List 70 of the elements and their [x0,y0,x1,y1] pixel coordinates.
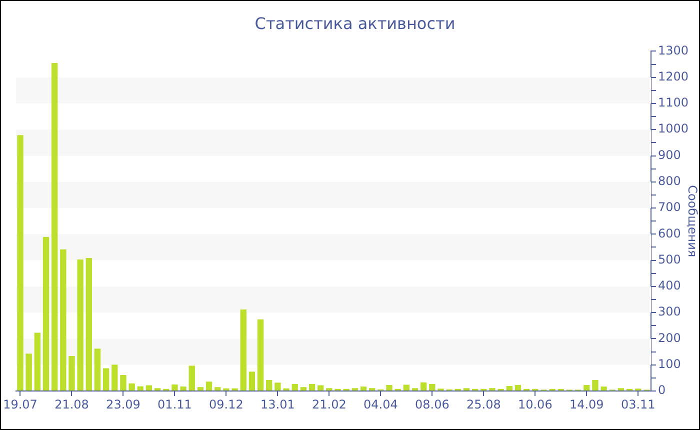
bar [60,249,66,390]
bar [17,135,24,390]
bar [172,384,178,390]
bar [584,384,590,390]
bar [128,383,135,390]
bar [600,386,607,390]
x-tick-label: 21.02 [312,397,346,412]
x-tick-label: 19.07 [3,397,38,412]
x-tick-label: 25.08 [466,397,501,412]
x-tick-label: 04.04 [363,397,398,412]
bar [300,387,307,390]
x-tick-label: 14.09 [569,397,604,412]
y-tick-label: 1000 [658,122,689,136]
bar [146,385,152,390]
bar [188,366,195,390]
bar [386,384,392,390]
y-tick-label: 800 [658,174,681,188]
y-tick-label: 900 [658,148,681,162]
x-tick-label: 03.11 [620,397,656,412]
chart-title: Статистика активности [254,14,456,33]
y-tick-label: 100 [658,356,681,371]
y-tick-label: 200 [658,330,681,345]
bar [180,386,186,390]
x-tick-label: 21.08 [54,397,89,412]
bar [248,372,256,390]
bar [68,356,75,390]
y-tick-label: 600 [658,226,681,240]
bar [137,386,144,390]
x-tick-label: 23.09 [106,397,140,412]
bar [26,354,32,390]
x-tick-label: 08.06 [414,397,450,412]
bar [240,309,246,390]
bar [94,348,101,390]
bar [429,384,436,390]
bar [120,375,126,390]
bar [86,258,92,390]
y-tick-label: 700 [658,200,681,214]
y-tick-label: 1100 [658,96,689,110]
y-axis-title: Сообщения [686,185,700,258]
bar [360,386,367,390]
bar [318,385,324,390]
x-tick-label: 09.12 [209,397,244,412]
y-tick-label: 400 [658,278,681,293]
bar [506,386,512,390]
y-tick-label: 300 [658,304,681,319]
bar [266,380,272,390]
y-tick-label: 1200 [658,69,689,84]
bar [308,384,316,390]
bar [592,380,598,390]
bar [77,260,84,390]
x-tick-label: 10.06 [518,397,552,412]
y-tick-label: 500 [658,252,681,266]
bar [197,387,204,390]
y-tick-label: 0 [658,383,666,398]
bar [42,237,50,390]
bar [214,387,221,390]
bar [292,384,298,390]
bar [257,319,264,390]
bar [514,384,522,390]
x-tick-label: 01.11 [158,397,192,412]
bar [34,332,40,390]
bar [51,62,58,390]
bar [112,364,118,390]
bar [403,384,410,390]
y-tick-label: 1300 [658,43,689,58]
bar [206,382,212,390]
bar [420,382,427,390]
x-tick-label: 13.01 [260,397,295,412]
bar [274,382,281,390]
bar [102,368,110,390]
